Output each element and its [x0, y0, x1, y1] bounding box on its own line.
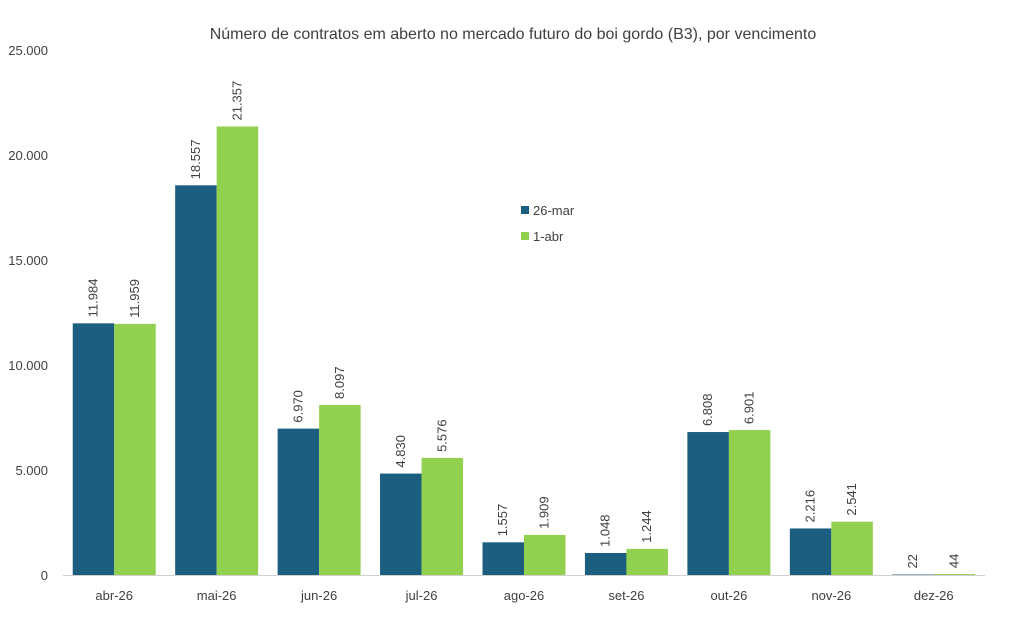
y-tick-label: 20.000 — [8, 148, 48, 163]
data-label: 44 — [947, 554, 962, 568]
data-label: 22 — [905, 554, 920, 568]
x-tick-label: abr-26 — [95, 588, 133, 603]
bar-1-abr-out-26 — [729, 430, 771, 575]
legend-label-1-abr: 1-abr — [533, 229, 564, 244]
bar-26-mar-mai-26 — [175, 185, 217, 575]
bar-26-mar-nov-26 — [790, 528, 832, 575]
x-tick-label: ago-26 — [504, 588, 544, 603]
bar-26-mar-set-26 — [585, 553, 627, 575]
data-label: 8.097 — [332, 366, 347, 399]
data-label: 4.830 — [393, 435, 408, 468]
x-tick-label: out-26 — [710, 588, 747, 603]
x-tick-label: mai-26 — [197, 588, 237, 603]
data-label: 1.048 — [598, 514, 613, 547]
bar-26-mar-jul-26 — [380, 474, 422, 575]
x-tick-label: jul-26 — [405, 588, 438, 603]
data-label: 1.557 — [495, 504, 510, 537]
data-label: 11.984 — [85, 279, 100, 318]
bar-1-abr-nov-26 — [831, 522, 873, 575]
y-tick-label: 25.000 — [8, 43, 48, 58]
y-tick-label: 10.000 — [8, 358, 48, 373]
bar-26-mar-out-26 — [687, 432, 729, 575]
bars: 11.984 11.959 18.557 21.357 6.970 8.097 4.830 5… — [73, 81, 976, 575]
y-tick-label: 5.000 — [15, 463, 48, 478]
x-tick-label: jun-26 — [300, 588, 337, 603]
y-tick-label: 0 — [41, 568, 48, 583]
bar-26-mar-jun-26 — [278, 429, 320, 575]
x-tick-label: nov-26 — [811, 588, 851, 603]
bar-1-abr-abr-26 — [114, 324, 156, 575]
bar-26-mar-abr-26 — [73, 323, 115, 575]
data-label: 21.357 — [229, 81, 244, 121]
bar-26-mar-ago-26 — [483, 542, 525, 575]
chart-title: Número de contratos em aberto no mercado… — [210, 26, 817, 43]
bar-1-abr-jul-26 — [422, 458, 464, 575]
data-label: 11.959 — [127, 279, 142, 318]
x-tick-label: dez-26 — [914, 588, 954, 603]
data-label: 6.970 — [290, 390, 305, 423]
data-label: 6.808 — [700, 393, 715, 426]
data-label: 2.216 — [803, 490, 818, 523]
data-label: 1.909 — [537, 496, 552, 529]
data-label: 5.576 — [434, 419, 449, 452]
y-tick-label: 15.000 — [8, 253, 48, 268]
bar-1-abr-set-26 — [626, 549, 668, 575]
data-label: 6.901 — [742, 392, 757, 425]
data-label: 2.541 — [844, 483, 859, 516]
data-label: 1.244 — [639, 510, 654, 543]
bar-1-abr-dez-26 — [934, 574, 976, 575]
x-axis: abr-26 mai-26 jun-26 jul-26 ago-26 set-26 out-… — [63, 576, 985, 604]
legend: 26-mar 1-abr — [521, 203, 575, 244]
y-axis: 0 5.000 10.000 15.000 20.000 25.000 — [8, 43, 48, 583]
bar-1-abr-ago-26 — [524, 535, 566, 575]
legend-swatch-26-mar — [521, 206, 529, 214]
legend-swatch-1-abr — [521, 232, 529, 240]
legend-label-26-mar: 26-mar — [533, 203, 575, 218]
x-tick-label: set-26 — [608, 588, 644, 603]
bar-1-abr-jun-26 — [319, 405, 361, 575]
bar-1-abr-mai-26 — [217, 127, 259, 575]
data-label: 18.557 — [188, 140, 203, 180]
